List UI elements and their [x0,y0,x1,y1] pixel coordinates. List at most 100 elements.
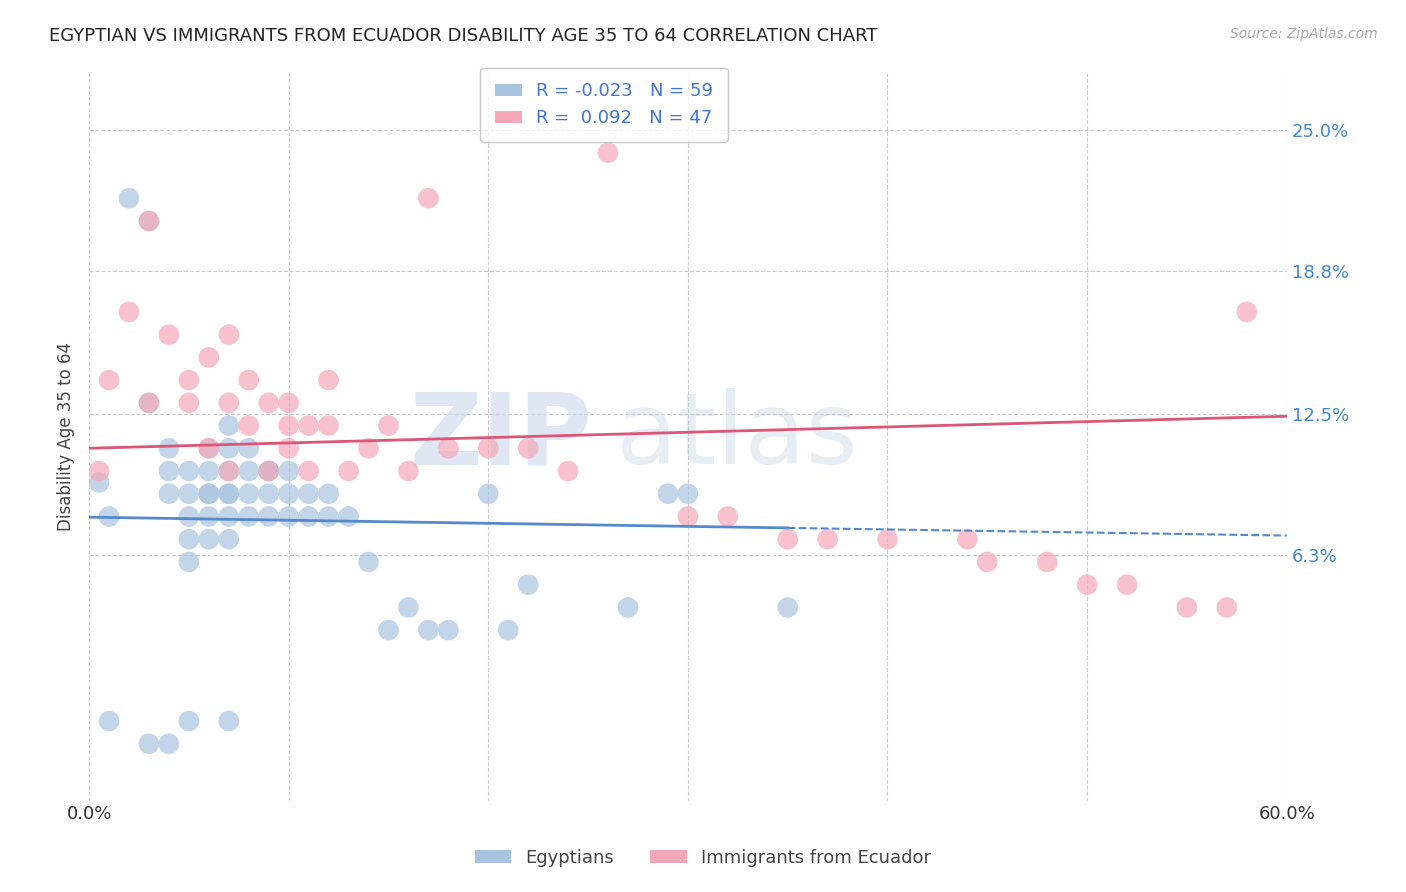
Point [1216,600,1239,615]
Point [238,464,260,478]
Point [277,509,299,524]
Point [98,509,121,524]
Point [218,418,240,433]
Point [517,577,540,591]
Point [238,509,260,524]
Point [177,714,200,728]
Point [377,623,399,637]
Point [277,487,299,501]
Point [257,487,280,501]
Point [177,532,200,546]
Point [218,509,240,524]
Point [1236,305,1258,319]
Point [198,487,221,501]
Point [557,464,579,478]
Point [1116,577,1139,591]
Point [157,464,180,478]
Point [238,487,260,501]
Point [717,509,740,524]
Point [198,464,221,478]
Point [318,487,340,501]
Point [198,351,221,365]
Point [357,442,380,456]
Point [218,487,240,501]
Point [776,600,799,615]
Point [198,509,221,524]
Point [177,555,200,569]
Point [776,532,799,546]
Point [357,555,380,569]
Point [1175,600,1198,615]
Text: atlas: atlas [616,388,858,485]
Point [157,442,180,456]
Point [118,305,141,319]
Point [198,442,221,456]
Point [477,442,499,456]
Point [337,509,360,524]
Point [238,373,260,387]
Point [596,145,619,160]
Point [277,418,299,433]
Point [177,396,200,410]
Point [257,464,280,478]
Point [657,487,679,501]
Point [198,532,221,546]
Point [157,487,180,501]
Point [257,464,280,478]
Point [238,442,260,456]
Point [98,714,121,728]
Text: Source: ZipAtlas.com: Source: ZipAtlas.com [1230,27,1378,41]
Point [177,509,200,524]
Point [318,373,340,387]
Point [377,418,399,433]
Point [418,623,440,637]
Point [198,442,221,456]
Point [1076,577,1098,591]
Point [218,396,240,410]
Point [396,600,419,615]
Point [177,373,200,387]
Point [976,555,998,569]
Point [318,509,340,524]
Point [298,464,321,478]
Point [87,475,110,490]
Point [257,509,280,524]
Text: EGYPTIAN VS IMMIGRANTS FROM ECUADOR DISABILITY AGE 35 TO 64 CORRELATION CHART: EGYPTIAN VS IMMIGRANTS FROM ECUADOR DISA… [49,27,877,45]
Point [517,442,540,456]
Point [496,623,519,637]
Point [956,532,979,546]
Point [157,737,180,751]
Point [138,396,160,410]
Point [218,464,240,478]
Point [218,327,240,342]
Point [437,623,460,637]
Point [257,464,280,478]
Point [138,396,160,410]
Point [218,532,240,546]
Point [257,396,280,410]
Point [177,487,200,501]
Point [817,532,839,546]
Point [277,396,299,410]
Point [238,418,260,433]
Point [876,532,898,546]
Point [218,487,240,501]
Point [318,418,340,433]
Point [138,214,160,228]
Point [118,191,141,205]
Point [477,487,499,501]
Point [87,464,110,478]
Point [98,373,121,387]
Legend: Egyptians, Immigrants from Ecuador: Egyptians, Immigrants from Ecuador [468,842,938,874]
Point [198,487,221,501]
Point [676,487,699,501]
Point [298,509,321,524]
Y-axis label: Disability Age 35 to 64: Disability Age 35 to 64 [58,343,75,532]
Point [157,327,180,342]
Point [218,464,240,478]
Point [437,442,460,456]
Point [138,737,160,751]
Text: ZIP: ZIP [409,388,592,485]
Point [298,487,321,501]
Point [277,442,299,456]
